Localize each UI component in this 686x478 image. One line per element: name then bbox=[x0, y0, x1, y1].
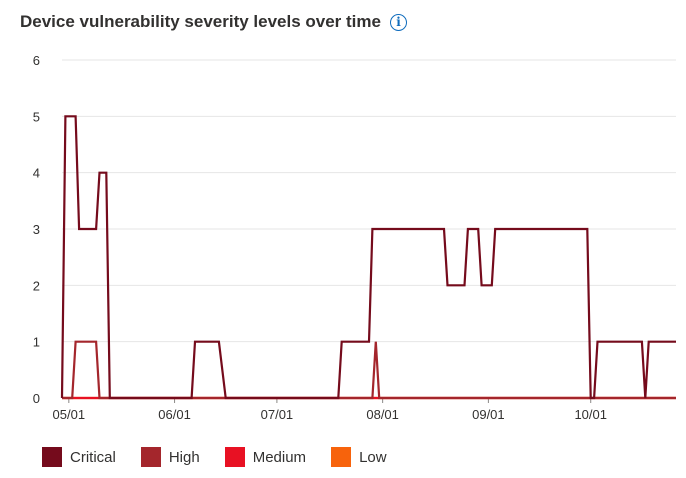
info-icon[interactable]: i bbox=[389, 13, 407, 31]
line-chart: 0 1 2 3 4 5 6 05/01 06/01 07/01 08/01 09/01 10/01 bbox=[33, 53, 676, 422]
x-tick-label: 07/01 bbox=[261, 407, 294, 422]
legend-swatch bbox=[140, 447, 161, 467]
y-tick-label: 2 bbox=[33, 278, 40, 293]
chart-title: Device vulnerability severity levels ove… bbox=[20, 12, 381, 31]
legend-item-critical[interactable]: Critical bbox=[42, 447, 116, 467]
y-tick-label: 3 bbox=[33, 222, 40, 237]
legend-label: Critical bbox=[70, 448, 116, 466]
legend-item-high[interactable]: High bbox=[140, 447, 200, 467]
chart-legend: Critical High Medium Low bbox=[42, 447, 412, 467]
chart-header: Device vulnerability severity levels ove… bbox=[20, 10, 407, 34]
legend-swatch bbox=[224, 447, 245, 467]
y-tick-label: 1 bbox=[33, 335, 40, 350]
legend-swatch bbox=[42, 447, 62, 467]
series-line-high[interactable] bbox=[62, 340, 676, 400]
series-lines bbox=[60, 115, 676, 400]
y-tick-label: 0 bbox=[33, 391, 40, 406]
x-tick-label: 09/01 bbox=[472, 407, 505, 422]
legend-label: Medium bbox=[252, 448, 307, 466]
legend-item-medium[interactable]: Medium bbox=[224, 447, 307, 467]
legend-label: High bbox=[168, 448, 200, 466]
legend-swatch bbox=[331, 447, 352, 467]
x-tick-label: 08/01 bbox=[366, 407, 399, 422]
y-tick-label: 5 bbox=[33, 109, 40, 124]
x-tick-label: 05/01 bbox=[53, 407, 86, 422]
series-line-critical[interactable] bbox=[60, 115, 676, 400]
y-tick-label: 6 bbox=[33, 53, 40, 68]
x-axis: 05/01 06/01 07/01 08/01 09/01 10/01 bbox=[53, 398, 607, 422]
legend-label: Low bbox=[359, 448, 387, 466]
x-tick-label: 10/01 bbox=[574, 407, 607, 422]
y-axis: 0 1 2 3 4 5 6 bbox=[33, 53, 40, 406]
y-tick-label: 4 bbox=[33, 166, 40, 181]
legend-item-low[interactable]: Low bbox=[331, 447, 387, 467]
x-tick-label: 06/01 bbox=[158, 407, 191, 422]
